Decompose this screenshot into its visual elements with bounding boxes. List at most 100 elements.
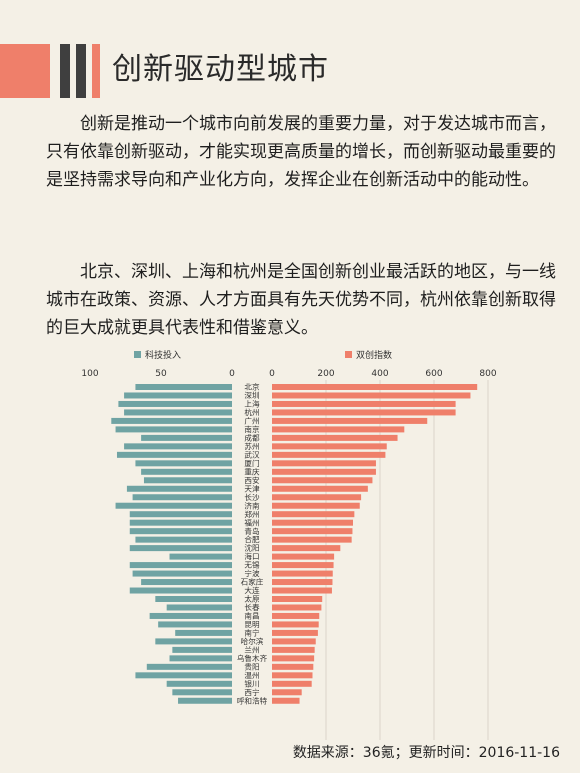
city-label-37: 呼和浩特 — [237, 695, 268, 705]
bar-right-30 — [272, 638, 316, 645]
page-title: 创新驱动型城市 — [112, 52, 329, 87]
bar-left-16 — [129, 519, 232, 526]
tick-label-right-4: 800 — [479, 369, 496, 379]
bar-right-16 — [272, 519, 353, 526]
city-label-4: 广州 — [244, 416, 259, 426]
decoration-stripe-dark-2 — [76, 44, 86, 98]
bar-right-14 — [272, 502, 360, 509]
bar-right-17 — [272, 528, 353, 535]
bar-left-6 — [141, 434, 232, 441]
city-label-17: 青岛 — [244, 526, 259, 536]
bar-left-2 — [118, 400, 232, 407]
bar-right-29 — [272, 629, 318, 636]
bar-right-7 — [272, 443, 387, 450]
bar-left-22 — [132, 570, 232, 577]
bar-left-28 — [158, 621, 232, 628]
tick-label-left-2: 0 — [229, 369, 235, 379]
city-label-32: 乌鲁木齐 — [237, 653, 268, 663]
bar-left-8 — [116, 451, 232, 458]
bar-right-6 — [272, 434, 398, 441]
bar-right-3 — [272, 409, 456, 416]
bar-right-36 — [272, 689, 302, 696]
city-label-14: 济南 — [244, 500, 260, 510]
city-label-11: 西安 — [244, 475, 260, 485]
legend-swatch-right — [345, 351, 352, 358]
bar-right-34 — [272, 672, 313, 679]
city-label-3: 杭州 — [244, 407, 259, 417]
bar-right-15 — [272, 511, 355, 518]
bar-left-13 — [132, 494, 232, 501]
bar-right-5 — [272, 426, 405, 433]
bar-left-23 — [141, 579, 232, 586]
source-note: 数据来源：36氪；更新时间：2016-11-16 — [292, 745, 560, 761]
bar-right-26 — [272, 604, 322, 611]
bar-left-25 — [155, 596, 232, 602]
bar-left-15 — [129, 511, 232, 518]
city-label-30: 哈尔滨 — [241, 636, 264, 646]
bar-left-3 — [124, 409, 232, 416]
bar-left-34 — [135, 672, 232, 679]
tick-label-right-0: 0 — [269, 369, 275, 379]
city-label-13: 长沙 — [244, 492, 260, 502]
bar-left-32 — [169, 655, 232, 662]
bar-right-18 — [272, 536, 352, 543]
city-label-10: 重庆 — [244, 466, 260, 476]
city-label-28: 昆明 — [244, 620, 260, 629]
tick-label-right-1: 200 — [317, 369, 334, 379]
bar-right-1 — [272, 392, 471, 399]
city-label-5: 南京 — [244, 424, 260, 434]
bar-left-19 — [129, 545, 232, 552]
bar-right-28 — [272, 621, 319, 628]
bar-left-0 — [135, 384, 232, 390]
legend-swatch-left — [134, 351, 141, 358]
bar-left-1 — [124, 392, 232, 399]
bar-right-20 — [272, 553, 335, 560]
city-label-1: 深圳 — [244, 390, 259, 400]
bar-right-27 — [272, 612, 320, 619]
city-label-31: 兰州 — [244, 644, 259, 654]
city-label-33: 贵阳 — [244, 661, 259, 671]
bar-left-36 — [172, 689, 232, 696]
bar-right-2 — [272, 400, 456, 407]
bar-right-31 — [272, 646, 315, 653]
city-label-7: 苏州 — [244, 441, 259, 451]
city-label-21: 无锡 — [244, 561, 260, 570]
bar-right-13 — [272, 494, 362, 501]
bar-left-30 — [155, 638, 232, 645]
bar-right-19 — [272, 545, 341, 552]
bar-left-5 — [115, 426, 232, 433]
bar-right-8 — [272, 451, 386, 458]
bar-left-7 — [124, 443, 232, 450]
decoration-block-red — [0, 44, 50, 98]
bar-left-18 — [135, 536, 232, 543]
tick-label-left-1: 50 — [155, 369, 167, 379]
city-label-23: 石家庄 — [241, 577, 264, 587]
tick-label-right-3: 600 — [425, 369, 442, 379]
bar-left-21 — [129, 562, 232, 569]
city-label-0: 北京 — [244, 382, 260, 392]
butterfly-bar-chart: 科技投入 双创指数 100 50 0 0 200 400 600 800 北京深圳上海杭州广州南京成… — [81, 349, 497, 740]
city-label-34: 温州 — [244, 671, 259, 680]
bar-left-33 — [146, 663, 232, 670]
bar-right-11 — [272, 477, 373, 484]
bar-right-24 — [272, 587, 332, 594]
bar-left-31 — [172, 646, 232, 653]
city-label-36: 西宁 — [244, 687, 260, 697]
bar-right-25 — [272, 596, 323, 602]
bar-left-24 — [129, 587, 232, 594]
decoration-stripe-dark-1 — [60, 44, 70, 98]
city-label-19: 沈阳 — [244, 543, 259, 553]
bar-right-10 — [272, 468, 376, 475]
bar-right-22 — [272, 570, 333, 577]
bar-left-29 — [175, 629, 232, 636]
bar-right-0 — [272, 384, 478, 390]
bar-right-9 — [272, 460, 376, 467]
bar-left-35 — [166, 680, 232, 687]
city-label-29: 南宁 — [244, 628, 260, 638]
city-label-6: 成都 — [244, 432, 260, 442]
city-label-12: 天津 — [244, 484, 260, 493]
paragraph-1: 创新是推动一个城市向前发展的重要力量，对于发达城市而言，只有依靠创新驱动，才能实… — [46, 114, 556, 190]
bar-left-37 — [178, 697, 232, 704]
paragraph-2: 北京、深圳、上海和杭州是全国创新创业最活跃的地区，与一线城市在政策、资源、人才方… — [46, 262, 556, 338]
city-label-8: 武汉 — [244, 449, 260, 459]
